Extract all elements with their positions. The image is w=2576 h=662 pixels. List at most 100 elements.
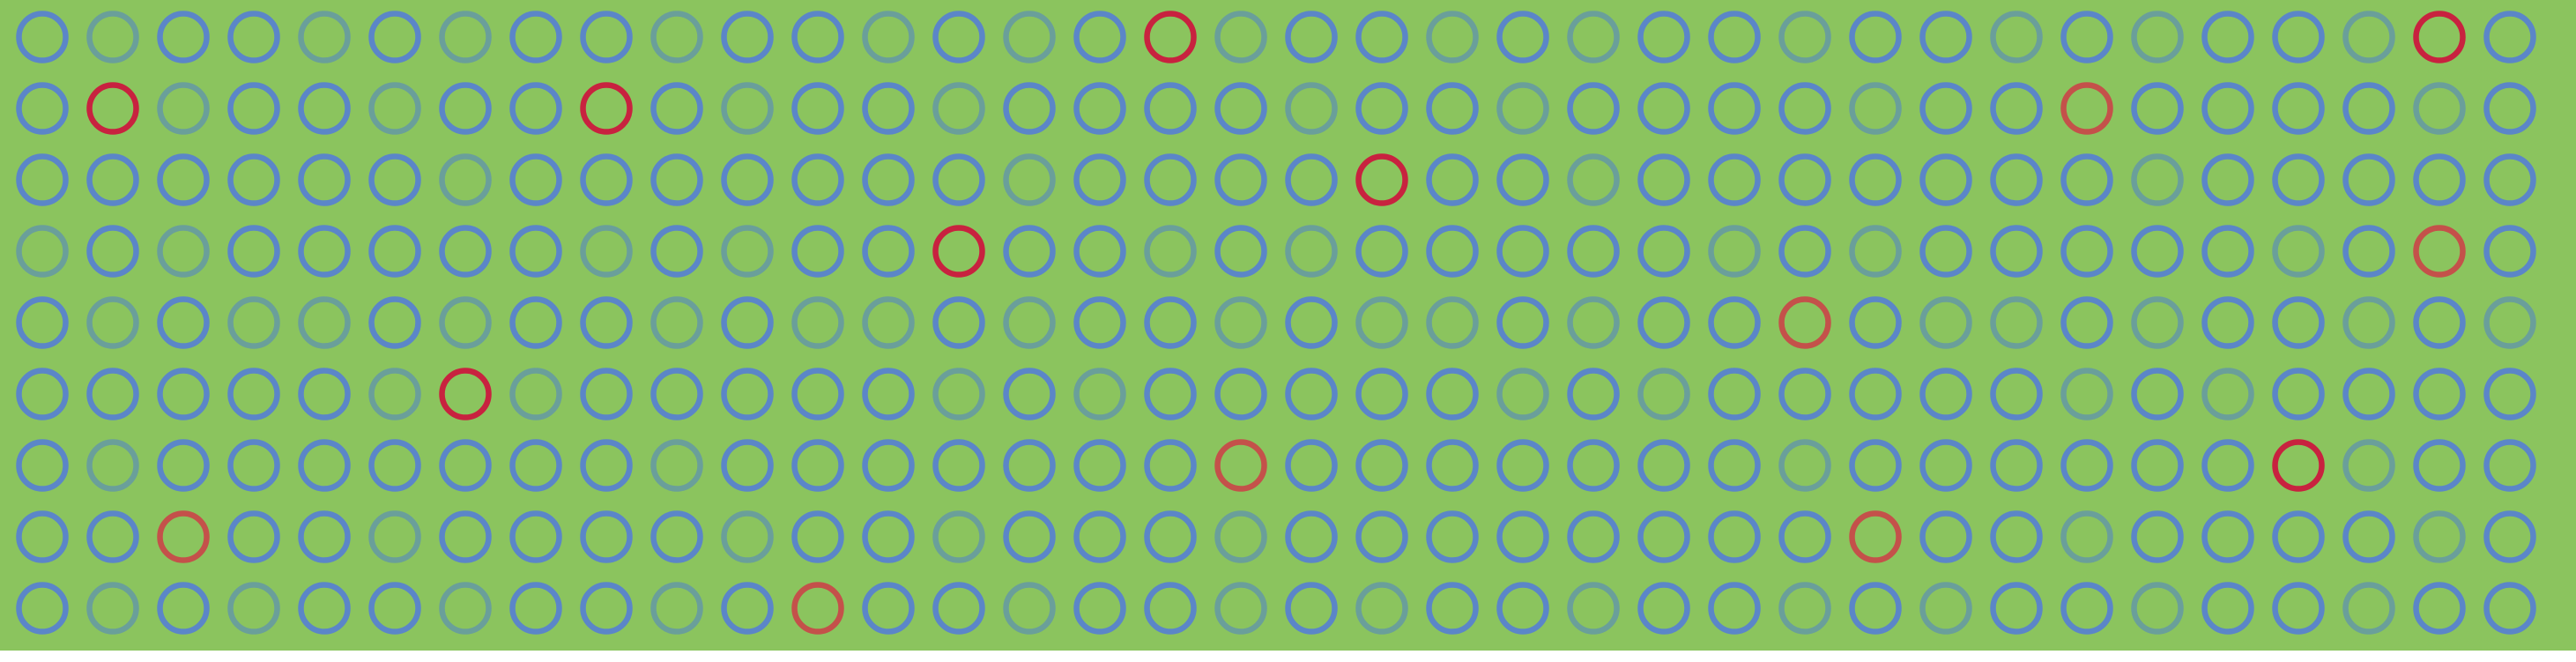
ring-blue[interactable]	[368, 582, 421, 635]
ring-blue[interactable]	[1144, 582, 1197, 635]
ring-blue[interactable]	[1073, 582, 1126, 635]
ring-blue[interactable]	[2413, 368, 2466, 420]
ring-blue[interactable]	[1073, 296, 1126, 349]
ring-teal[interactable]	[509, 368, 562, 420]
ring-teal[interactable]	[2131, 582, 2184, 635]
ring-blue[interactable]	[509, 153, 562, 206]
ring-teal[interactable]	[650, 582, 703, 635]
ring-blue[interactable]	[2272, 296, 2325, 349]
ring-blue[interactable]	[721, 368, 774, 420]
ring-blue[interactable]	[2342, 368, 2395, 420]
ring-blue[interactable]	[2131, 439, 2184, 492]
ring-teal[interactable]	[1778, 439, 1831, 492]
ring-blue[interactable]	[1990, 510, 2043, 563]
ring-blue[interactable]	[650, 510, 703, 563]
ring-blue[interactable]	[298, 368, 351, 420]
ring-blue[interactable]	[368, 439, 421, 492]
ring-blue[interactable]	[439, 82, 492, 135]
ring-teal[interactable]	[1003, 582, 1056, 635]
ring-blue[interactable]	[227, 11, 280, 63]
ring-blue[interactable]	[1778, 225, 1831, 278]
ring-blue[interactable]	[1637, 225, 1690, 278]
ring-blue[interactable]	[1496, 225, 1549, 278]
ring-teal[interactable]	[1496, 368, 1549, 420]
ring-blue[interactable]	[1990, 439, 2043, 492]
ring-blue[interactable]	[1778, 510, 1831, 563]
ring-blue[interactable]	[1496, 296, 1549, 349]
ring-blue[interactable]	[1285, 510, 1338, 563]
ring-blue[interactable]	[16, 510, 69, 563]
ring-blue[interactable]	[1567, 225, 1620, 278]
ring-blue[interactable]	[1214, 225, 1267, 278]
ring-blue[interactable]	[1073, 11, 1126, 63]
ring-blue[interactable]	[1496, 439, 1549, 492]
ring-blue[interactable]	[1849, 582, 1902, 635]
ring-blue[interactable]	[368, 296, 421, 349]
ring-brick[interactable]	[1778, 296, 1831, 349]
ring-blue[interactable]	[650, 82, 703, 135]
ring-teal[interactable]	[721, 82, 774, 135]
ring-blue[interactable]	[227, 82, 280, 135]
ring-brick[interactable]	[157, 510, 210, 563]
ring-teal[interactable]	[1144, 225, 1197, 278]
ring-teal[interactable]	[2272, 225, 2325, 278]
ring-blue[interactable]	[2060, 582, 2113, 635]
ring-brick[interactable]	[2060, 82, 2113, 135]
ring-blue[interactable]	[580, 11, 633, 63]
ring-blue[interactable]	[1355, 439, 1408, 492]
ring-blue[interactable]	[650, 368, 703, 420]
ring-red[interactable]	[1355, 153, 1408, 206]
ring-blue[interactable]	[1144, 510, 1197, 563]
ring-blue[interactable]	[509, 296, 562, 349]
ring-blue[interactable]	[2060, 296, 2113, 349]
ring-blue[interactable]	[1919, 225, 1972, 278]
ring-blue[interactable]	[1496, 11, 1549, 63]
ring-blue[interactable]	[1990, 153, 2043, 206]
ring-blue[interactable]	[1144, 296, 1197, 349]
ring-blue[interactable]	[1496, 510, 1549, 563]
ring-blue[interactable]	[1003, 225, 1056, 278]
ring-blue[interactable]	[1990, 582, 2043, 635]
ring-blue[interactable]	[2272, 82, 2325, 135]
ring-blue[interactable]	[2483, 582, 2536, 635]
ring-teal[interactable]	[1567, 153, 1620, 206]
ring-blue[interactable]	[2201, 82, 2254, 135]
ring-blue[interactable]	[157, 296, 210, 349]
ring-blue[interactable]	[791, 439, 844, 492]
ring-blue[interactable]	[721, 153, 774, 206]
ring-blue[interactable]	[2201, 153, 2254, 206]
ring-blue[interactable]	[1285, 296, 1338, 349]
ring-blue[interactable]	[227, 368, 280, 420]
ring-blue[interactable]	[227, 225, 280, 278]
ring-teal[interactable]	[1708, 225, 1761, 278]
ring-teal[interactable]	[1073, 368, 1126, 420]
ring-blue[interactable]	[2483, 510, 2536, 563]
ring-blue[interactable]	[1919, 368, 1972, 420]
ring-blue[interactable]	[932, 439, 985, 492]
ring-teal[interactable]	[1214, 510, 1267, 563]
ring-blue[interactable]	[509, 582, 562, 635]
ring-blue[interactable]	[2131, 82, 2184, 135]
ring-blue[interactable]	[2413, 582, 2466, 635]
ring-teal[interactable]	[1778, 11, 1831, 63]
ring-blue[interactable]	[791, 82, 844, 135]
ring-teal[interactable]	[86, 11, 139, 63]
ring-teal[interactable]	[368, 368, 421, 420]
ring-blue[interactable]	[932, 582, 985, 635]
ring-blue[interactable]	[1426, 153, 1479, 206]
ring-blue[interactable]	[2201, 510, 2254, 563]
ring-blue[interactable]	[1708, 582, 1761, 635]
ring-blue[interactable]	[1708, 510, 1761, 563]
ring-teal[interactable]	[1355, 582, 1408, 635]
ring-teal[interactable]	[1355, 296, 1408, 349]
ring-teal[interactable]	[1567, 11, 1620, 63]
ring-blue[interactable]	[791, 510, 844, 563]
ring-teal[interactable]	[2342, 439, 2395, 492]
ring-teal[interactable]	[580, 225, 633, 278]
ring-blue[interactable]	[2342, 510, 2395, 563]
ring-blue[interactable]	[1708, 439, 1761, 492]
ring-blue[interactable]	[2342, 82, 2395, 135]
ring-blue[interactable]	[791, 153, 844, 206]
ring-blue[interactable]	[1073, 510, 1126, 563]
ring-red[interactable]	[1144, 11, 1197, 63]
